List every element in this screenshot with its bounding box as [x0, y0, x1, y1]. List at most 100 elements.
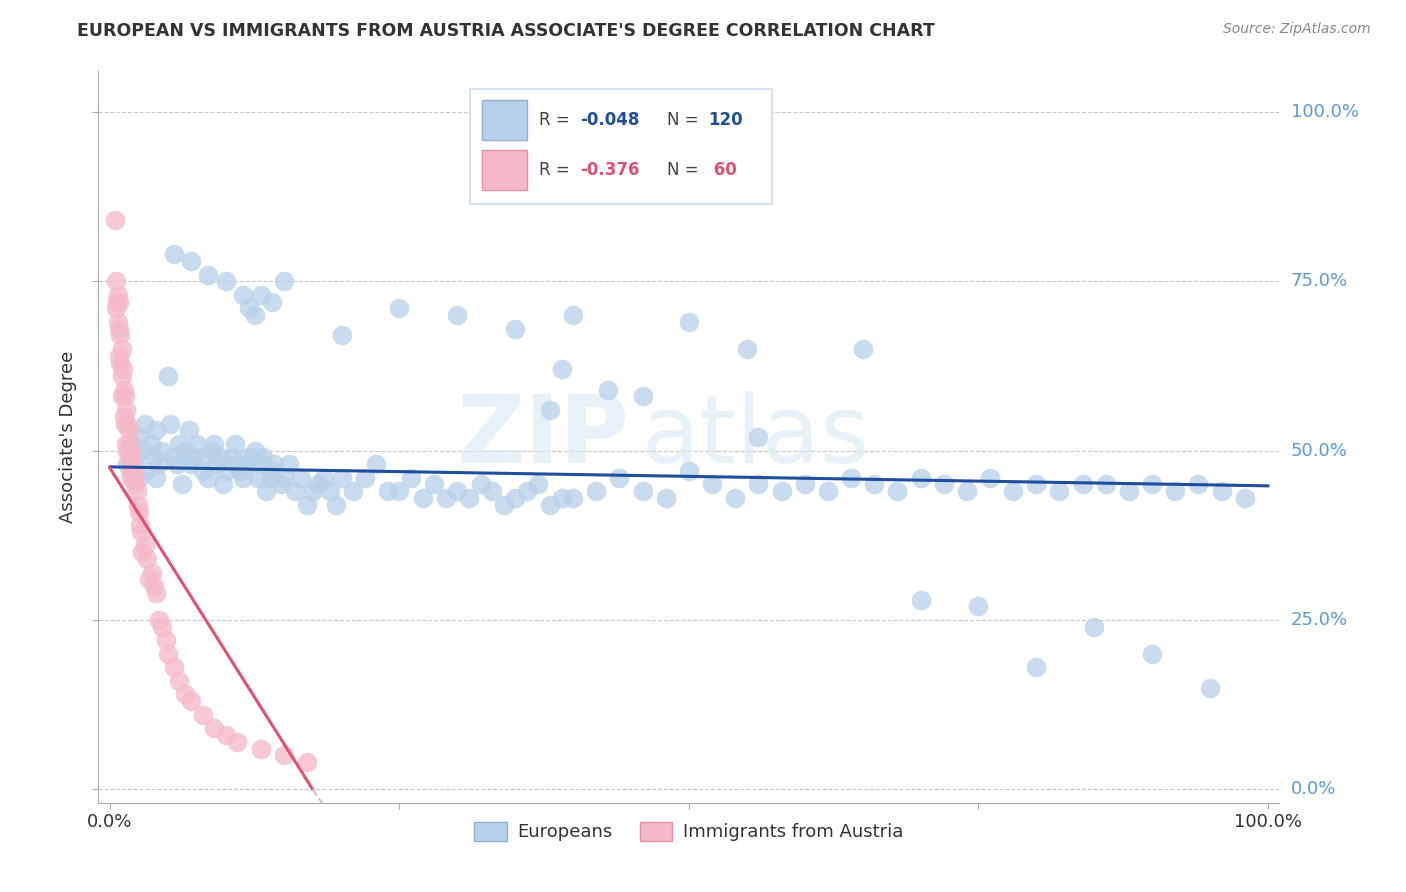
Point — [148, 457, 170, 471]
Point — [138, 572, 160, 586]
Point — [121, 457, 143, 471]
Point — [655, 491, 678, 505]
Text: 25.0%: 25.0% — [1291, 611, 1348, 629]
Point — [503, 322, 526, 336]
Point — [226, 457, 249, 471]
Point — [125, 484, 148, 499]
Point — [434, 491, 457, 505]
Point — [215, 728, 238, 742]
Text: R =: R = — [538, 161, 575, 179]
Text: 100.0%: 100.0% — [1291, 103, 1358, 121]
Point — [330, 471, 353, 485]
Point — [156, 647, 179, 661]
Point — [215, 464, 238, 478]
Point — [243, 308, 266, 322]
Text: EUROPEAN VS IMMIGRANTS FROM AUSTRIA ASSOCIATE'S DEGREE CORRELATION CHART: EUROPEAN VS IMMIGRANTS FROM AUSTRIA ASSO… — [77, 22, 935, 40]
Point — [215, 274, 238, 288]
Point — [527, 477, 550, 491]
Point — [538, 498, 561, 512]
Point — [104, 274, 127, 288]
Point — [263, 457, 285, 471]
Point — [128, 471, 150, 485]
Point — [226, 735, 249, 749]
Point — [1140, 477, 1163, 491]
Point — [104, 301, 127, 316]
Point — [770, 484, 793, 499]
Point — [273, 274, 295, 288]
Point — [366, 457, 388, 471]
Point — [201, 443, 224, 458]
Point — [114, 417, 136, 431]
Point — [1164, 484, 1187, 499]
Point — [197, 268, 219, 282]
Point — [129, 524, 152, 539]
FancyBboxPatch shape — [482, 100, 527, 140]
Point — [197, 471, 219, 485]
Point — [342, 484, 364, 499]
Point — [259, 471, 281, 485]
Point — [174, 688, 197, 702]
Point — [295, 498, 318, 512]
Point — [134, 464, 156, 478]
Point — [273, 748, 295, 763]
Point — [122, 464, 145, 478]
Point — [1118, 484, 1140, 499]
Point — [120, 437, 142, 451]
Point — [155, 633, 177, 648]
Point — [678, 315, 700, 329]
Point — [169, 437, 191, 451]
Point — [1211, 484, 1233, 499]
Point — [314, 471, 336, 485]
Point — [270, 477, 292, 491]
Point — [290, 471, 312, 485]
Point — [932, 477, 955, 491]
Point — [470, 477, 492, 491]
Point — [118, 464, 141, 478]
Point — [163, 247, 186, 261]
Point — [1025, 660, 1047, 674]
Point — [180, 457, 202, 471]
Point — [148, 613, 170, 627]
Point — [177, 423, 200, 437]
Point — [110, 355, 132, 369]
Point — [412, 491, 434, 505]
Text: -0.048: -0.048 — [581, 112, 640, 129]
Text: 0.0%: 0.0% — [1291, 780, 1336, 798]
Point — [249, 288, 271, 302]
Point — [143, 450, 166, 465]
Point — [585, 484, 607, 499]
Point — [191, 464, 214, 478]
Point — [180, 254, 202, 268]
Point — [596, 383, 619, 397]
Point — [117, 423, 139, 437]
Point — [852, 342, 875, 356]
Point — [186, 437, 208, 451]
Point — [194, 450, 217, 465]
Point — [886, 484, 908, 499]
Point — [208, 450, 231, 465]
Point — [1094, 477, 1116, 491]
Point — [232, 288, 254, 302]
Point — [115, 437, 138, 451]
Point — [446, 484, 468, 499]
Point — [262, 294, 284, 309]
Point — [1187, 477, 1209, 491]
Point — [143, 579, 166, 593]
Point — [423, 477, 446, 491]
Point — [224, 437, 246, 451]
Point — [202, 437, 225, 451]
Point — [117, 417, 139, 431]
Point — [114, 389, 136, 403]
Point — [141, 566, 163, 580]
Point — [134, 417, 156, 431]
Point — [910, 471, 932, 485]
Point — [105, 294, 128, 309]
Point — [839, 471, 862, 485]
Point — [163, 450, 186, 465]
Point — [956, 484, 979, 499]
Point — [353, 471, 375, 485]
Text: 75.0%: 75.0% — [1291, 272, 1348, 290]
Point — [307, 477, 329, 491]
Point — [724, 491, 747, 505]
Point — [631, 389, 654, 403]
